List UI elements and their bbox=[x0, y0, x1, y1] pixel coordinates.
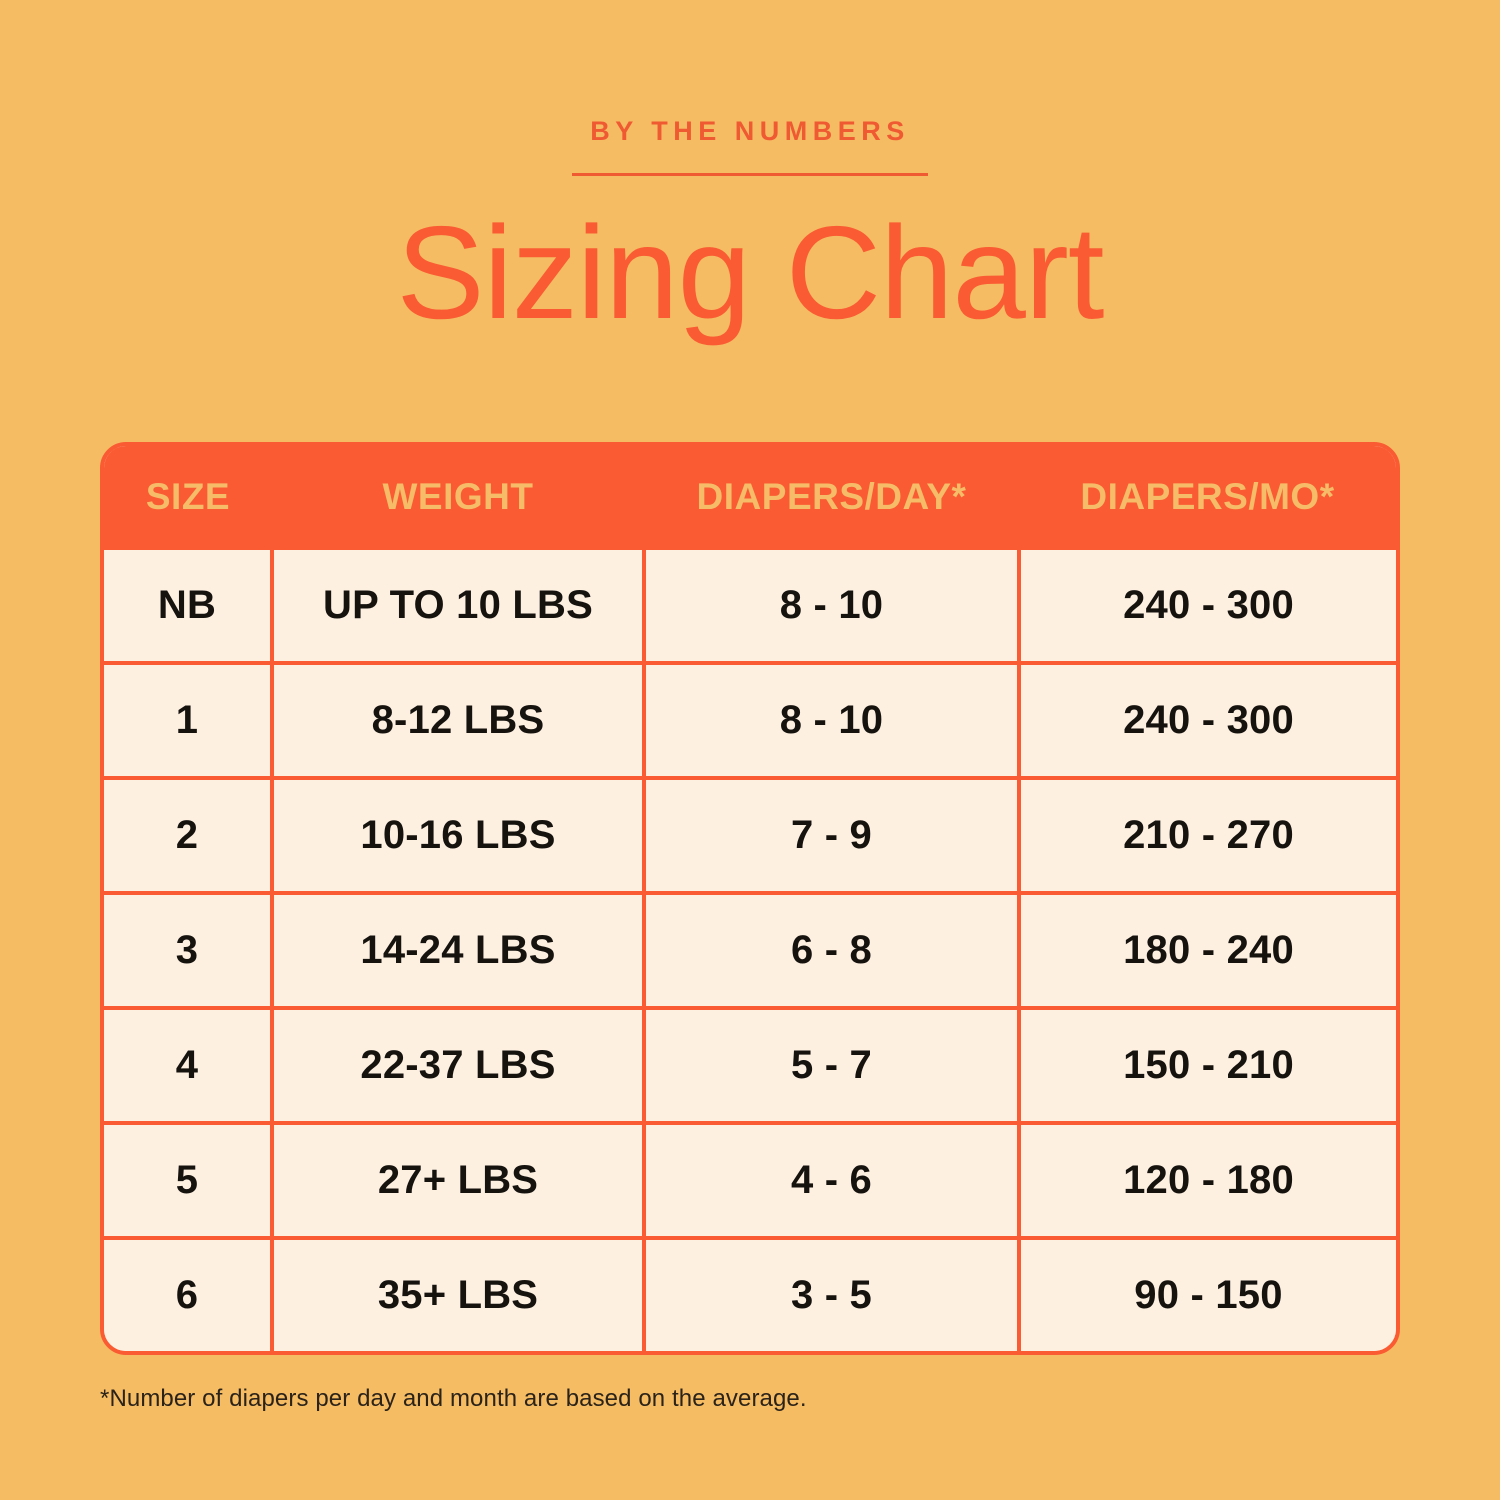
cell-weight: 10-16 LBS bbox=[272, 776, 646, 893]
cell-per-month: 180 - 240 bbox=[1019, 891, 1396, 1008]
sizing-table: SIZE WEIGHT DIAPERS/DAY* DIAPERS/MO* NB … bbox=[104, 446, 1396, 1351]
cell-weight: 8-12 LBS bbox=[272, 661, 646, 778]
footnote-text: *Number of diapers per day and month are… bbox=[100, 1385, 807, 1412]
page-header: BY THE NUMBERS Sizing Chart bbox=[0, 0, 1500, 346]
column-header-weight: WEIGHT bbox=[382, 476, 534, 517]
cell-per-day: 4 - 6 bbox=[644, 1121, 1021, 1238]
cell-per-day: 8 - 10 bbox=[644, 661, 1021, 778]
cell-weight: 27+ LBS bbox=[272, 1121, 646, 1238]
cell-per-month: 240 - 300 bbox=[1019, 661, 1396, 778]
cell-size: 2 bbox=[104, 776, 274, 893]
cell-weight: 22-37 LBS bbox=[272, 1006, 646, 1123]
cell-weight: UP TO 10 LBS bbox=[272, 550, 646, 663]
cell-per-month: 150 - 210 bbox=[1019, 1006, 1396, 1123]
cell-per-day: 7 - 9 bbox=[644, 776, 1021, 893]
table-row: 2 10-16 LBS 7 - 9 210 - 270 bbox=[104, 776, 1396, 893]
sizing-table-container: SIZE WEIGHT DIAPERS/DAY* DIAPERS/MO* NB … bbox=[100, 442, 1400, 1355]
table-row: 5 27+ LBS 4 - 6 120 - 180 bbox=[104, 1121, 1396, 1238]
column-header-diapers-month: DIAPERS/MO* bbox=[1080, 476, 1335, 517]
eyebrow-divider bbox=[572, 173, 928, 176]
cell-per-month: 210 - 270 bbox=[1019, 776, 1396, 893]
cell-size: 4 bbox=[104, 1006, 274, 1123]
cell-per-month: 90 - 150 bbox=[1019, 1236, 1396, 1351]
cell-per-day: 5 - 7 bbox=[644, 1006, 1021, 1123]
table-row: 3 14-24 LBS 6 - 8 180 - 240 bbox=[104, 891, 1396, 1008]
cell-weight: 14-24 LBS bbox=[272, 891, 646, 1008]
cell-size: 3 bbox=[104, 891, 274, 1008]
table-row: 4 22-37 LBS 5 - 7 150 - 210 bbox=[104, 1006, 1396, 1123]
cell-size: 5 bbox=[104, 1121, 274, 1238]
cell-per-month: 240 - 300 bbox=[1019, 550, 1396, 663]
table-row: NB UP TO 10 LBS 8 - 10 240 - 300 bbox=[104, 550, 1396, 663]
cell-size: 1 bbox=[104, 661, 274, 778]
table-body: NB UP TO 10 LBS 8 - 10 240 - 300 1 8-12 … bbox=[104, 550, 1396, 1351]
column-header-diapers-day: DIAPERS/DAY* bbox=[696, 476, 967, 517]
page-title: Sizing Chart bbox=[396, 199, 1105, 346]
cell-per-day: 3 - 5 bbox=[644, 1236, 1021, 1351]
cell-per-day: 6 - 8 bbox=[644, 891, 1021, 1008]
cell-per-month: 120 - 180 bbox=[1019, 1121, 1396, 1238]
cell-weight: 35+ LBS bbox=[272, 1236, 646, 1351]
column-header-size: SIZE bbox=[145, 476, 231, 517]
table-row: 6 35+ LBS 3 - 5 90 - 150 bbox=[104, 1236, 1396, 1351]
cell-per-day: 8 - 10 bbox=[644, 550, 1021, 663]
cell-size: NB bbox=[104, 550, 274, 663]
table-header-row: SIZE WEIGHT DIAPERS/DAY* DIAPERS/MO* bbox=[104, 446, 1396, 550]
eyebrow-label: BY THE NUMBERS bbox=[590, 116, 910, 146]
cell-size: 6 bbox=[104, 1236, 274, 1351]
table-row: 1 8-12 LBS 8 - 10 240 - 300 bbox=[104, 661, 1396, 778]
table-header: SIZE WEIGHT DIAPERS/DAY* DIAPERS/MO* bbox=[104, 446, 1396, 550]
